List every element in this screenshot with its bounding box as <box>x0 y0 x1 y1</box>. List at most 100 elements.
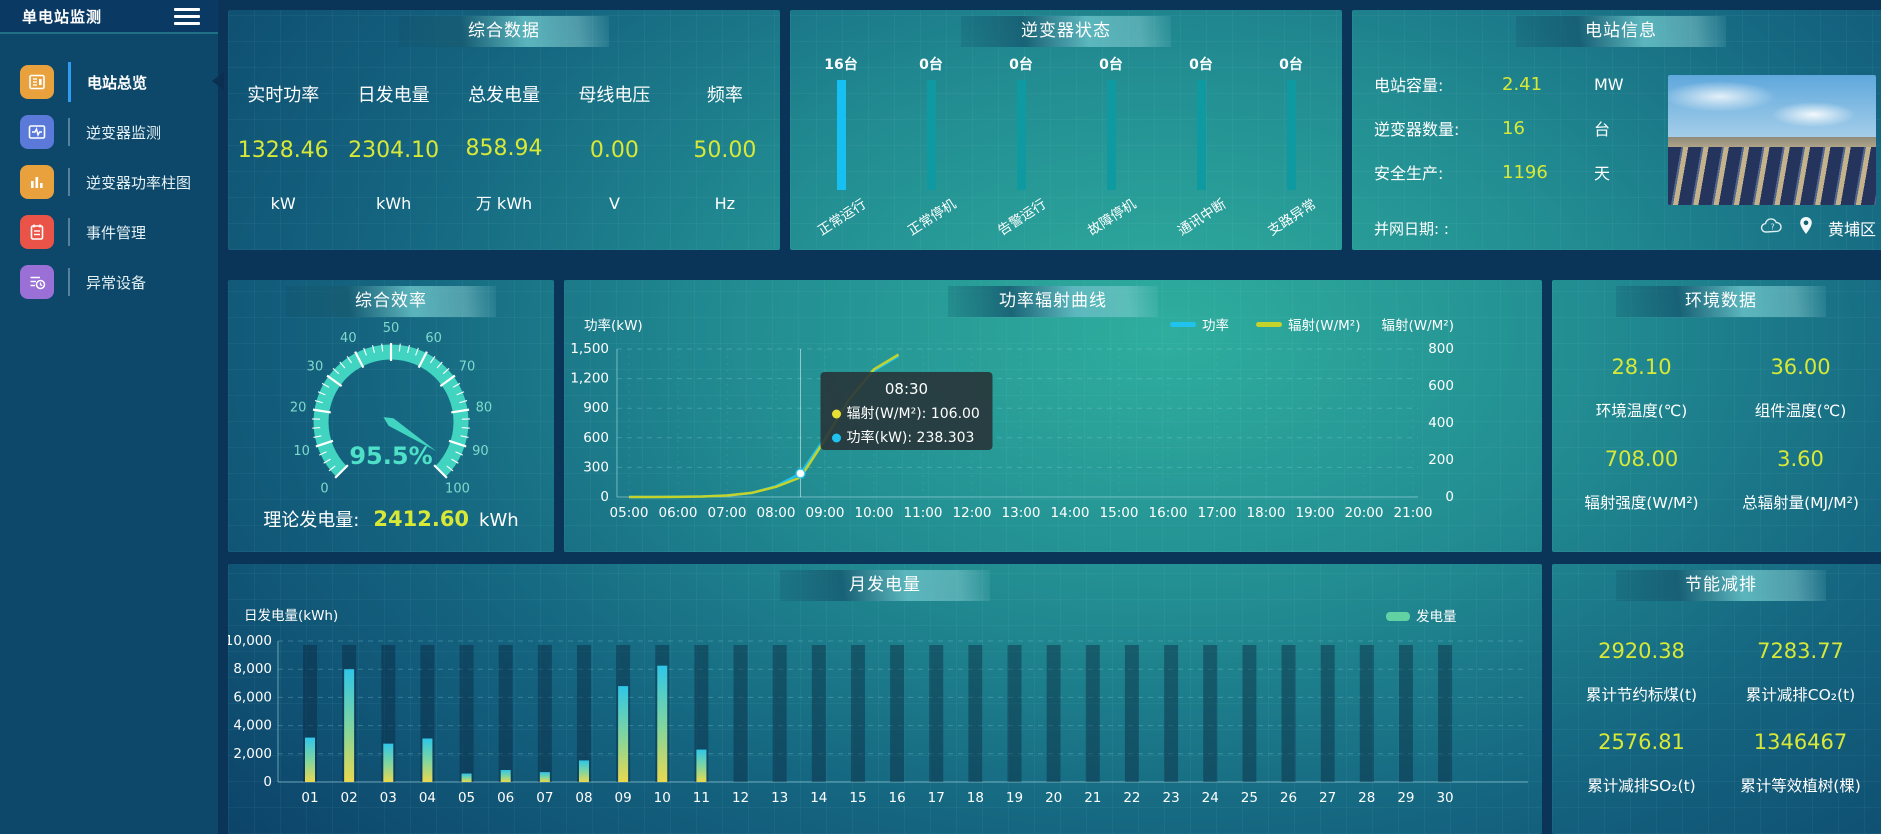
svg-text:80: 80 <box>476 400 493 415</box>
metric-unit: kWh <box>375 193 412 213</box>
svg-text:900: 900 <box>583 400 609 416</box>
tooltip-row: 功率(kW): 238.303 <box>847 429 975 446</box>
bar <box>696 749 707 782</box>
legend-label: 发电量 <box>1416 609 1457 625</box>
sidebar-collapse-arrow-icon[interactable] <box>212 72 224 90</box>
metric-label: 频率 <box>706 85 743 107</box>
overview-metrics: 实时功率 1328.46 kW 日发电量 2304.10 kWh 总发电量 858.94 万 k… <box>228 58 780 242</box>
bar-shadow <box>1124 645 1139 782</box>
svg-text:0: 0 <box>600 489 609 505</box>
power-radiation-chart[interactable]: 05:00 06:00 07:00 08:00 09:00 10:00 11:00 12:00… <box>564 280 1542 552</box>
monthly-generation-chart[interactable]: 10,000 8,000 6,000 4,000 2,000 0 日发电量(kWh) 发电量 0… <box>228 564 1542 834</box>
saving-metric: 1346467 累计等效植树(棵) <box>1721 717 1880 808</box>
metric-label: 环境温度(℃) <box>1595 402 1688 420</box>
saving-metric: 7283.77 累计减排CO₂(t) <box>1721 626 1880 717</box>
svg-text:20: 20 <box>1045 790 1062 806</box>
sidebar-item-abnormal-devices[interactable]: 异常设备 <box>20 262 218 302</box>
panel-energy-saving: 节能减排 2920.38 累计节约标煤(t) 7283.77 累计减排CO₂(t) 25… <box>1552 564 1881 834</box>
legend-item: 功率 <box>1202 317 1229 334</box>
weather-cloud-icon[interactable]: ? <box>1760 217 1784 239</box>
metric-value: 708.00 <box>1604 447 1679 471</box>
efficiency-gauge: 0 10 20 30 40 50 60 70 80 90 100 95.5% <box>228 322 554 512</box>
sidebar-item-label: 电站总览 <box>87 73 148 92</box>
metric-unit: 万 kWh <box>475 193 533 213</box>
environment-metric: 28.10 环境温度(℃) <box>1562 342 1721 434</box>
hamburger-menu-icon[interactable] <box>174 4 200 29</box>
tooltip-row: 辐射(W/M²): 106.00 <box>847 406 980 422</box>
y-axis-title: 日发电量(kWh) <box>244 608 338 624</box>
svg-text:29: 29 <box>1397 790 1414 806</box>
station-info-row: 安全生产: 1196 天 <box>1374 150 1674 194</box>
bar-shadow <box>1085 645 1100 782</box>
item-separator <box>68 218 70 246</box>
bar <box>618 686 629 782</box>
svg-text:0: 0 <box>263 774 272 790</box>
svg-text:06:00: 06:00 <box>659 505 698 521</box>
panel-title: 逆变器状态 <box>961 16 1171 47</box>
item-separator <box>68 168 70 196</box>
svg-text:11:00: 11:00 <box>904 505 943 521</box>
row-value: 2.41 <box>1502 73 1543 95</box>
sidebar-item-inverter-monitor[interactable]: 逆变器监测 <box>20 112 218 152</box>
bar-shadow <box>537 645 552 782</box>
status-label: 通讯中断 <box>1175 196 1230 240</box>
svg-text:19: 19 <box>1006 790 1023 806</box>
metric-value: 1328.46 <box>237 137 329 163</box>
svg-text:12: 12 <box>732 790 749 806</box>
status-count: 0台 <box>919 57 943 73</box>
panel-title: 月发电量 <box>780 570 990 601</box>
grid-connection-date: 并网日期: : <box>1374 219 1449 238</box>
bar-shadow <box>929 645 944 782</box>
main-content: 综合数据 实时功率 1328.46 kW 日发电量 2304.10 kWh 总发电量 858.… <box>212 0 1881 834</box>
sidebar-item-event-management[interactable]: 事件管理 <box>20 212 218 252</box>
sidebar-item-station-overview[interactable]: 电站总览 <box>20 62 218 102</box>
bar-shadow <box>811 645 826 782</box>
bar-shadow <box>498 645 513 782</box>
svg-text:08: 08 <box>575 790 592 806</box>
svg-text:28: 28 <box>1358 790 1375 806</box>
svg-text:08:00: 08:00 <box>757 505 796 521</box>
svg-text:19:00: 19:00 <box>1296 505 1335 521</box>
svg-text:16: 16 <box>889 790 906 806</box>
bar-shadow <box>459 645 474 782</box>
location-pin-icon[interactable] <box>1798 216 1814 240</box>
bar <box>500 770 511 782</box>
panel-efficiency: 综合效率 0 10 20 30 40 50 60 70 80 90 100 95.5% 理论发电量: 2… <box>228 280 554 552</box>
right-axis-title: 辐射(W/M²) <box>1382 318 1455 334</box>
metric-value: 2920.38 <box>1598 638 1685 663</box>
inverter-status-item: 0台 告警运行 <box>976 54 1066 250</box>
svg-text:16:00: 16:00 <box>1149 505 1188 521</box>
gauge-value: 95.5% <box>349 442 432 470</box>
overview-metric: 母线电压 0.00 V <box>559 58 669 242</box>
metric-value: 28.10 <box>1611 355 1672 379</box>
svg-text:21: 21 <box>1084 790 1101 806</box>
svg-text:1,500: 1,500 <box>570 341 609 357</box>
status-count: 0台 <box>1279 57 1303 73</box>
metric-value: 2576.81 <box>1598 729 1685 754</box>
svg-text:17: 17 <box>928 790 945 806</box>
bar <box>461 773 472 782</box>
theory-unit: kWh <box>479 510 519 531</box>
metric-unit: V <box>608 193 620 213</box>
bar <box>305 737 315 782</box>
svg-text:13:00: 13:00 <box>1002 505 1041 521</box>
status-bar <box>926 80 936 190</box>
svg-text:07:00: 07:00 <box>708 505 747 521</box>
svg-text:05:00: 05:00 <box>610 505 649 521</box>
svg-text:8,000: 8,000 <box>233 661 272 677</box>
panel-title: 节能减排 <box>1616 570 1826 601</box>
status-count: 0台 <box>1099 57 1123 73</box>
metric-label: 累计节约标煤(t) <box>1585 685 1698 704</box>
sidebar-item-label: 逆变器功率柱图 <box>86 173 192 192</box>
sidebar: 单电站监测 电站总览 逆变器监测 <box>0 0 218 834</box>
sidebar-item-inverter-power-bars[interactable]: 逆变器功率柱图 <box>20 162 218 202</box>
hover-point <box>795 468 806 479</box>
metric-value: 50.00 <box>693 137 757 163</box>
overview-metric: 实时功率 1328.46 kW <box>228 58 338 242</box>
item-separator <box>68 268 70 296</box>
svg-text:400: 400 <box>1428 415 1454 431</box>
sidebar-header: 单电站监测 <box>0 0 218 34</box>
row-unit: 台 <box>1594 120 1611 139</box>
bar <box>383 743 394 782</box>
